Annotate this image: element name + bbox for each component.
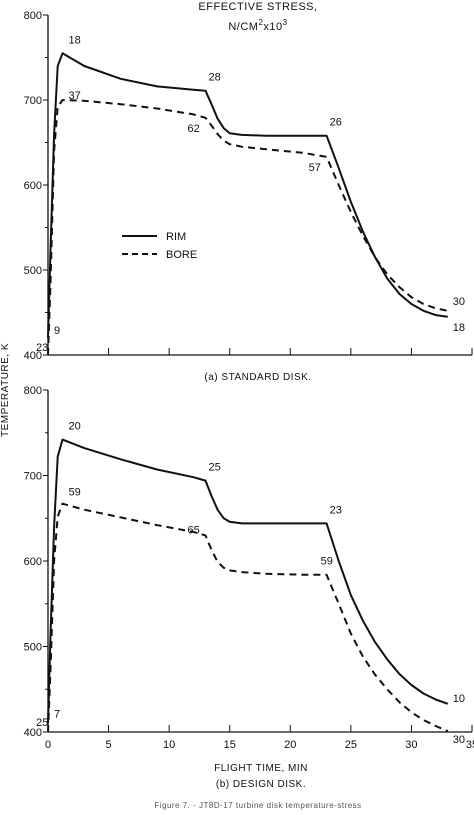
- stress-annotation-a: 18: [453, 322, 465, 334]
- stress-annotation-b: 20: [69, 421, 81, 433]
- stress-annotation-b: 65: [187, 524, 199, 536]
- stress-annotation-a: 62: [187, 123, 199, 135]
- series-bore-line-b: [47, 502, 449, 733]
- y-tick-label-b: 400: [24, 727, 42, 739]
- plot-standard-disk: 400 500 600 700 800 18 37 28 62 26 57 30 18 9 23: [24, 10, 473, 362]
- y-tick-label-b: 500: [24, 642, 42, 654]
- y-tick-label-a: 400: [24, 350, 42, 362]
- x-axis-label: FLIGHT TIME, MIN: [214, 763, 308, 774]
- stress-annotation-a: 26: [330, 117, 342, 129]
- stress-annotation-b: 30: [453, 734, 465, 746]
- x-tick-label-b: 20: [284, 739, 296, 751]
- x-tick-label-b: 0: [45, 739, 51, 751]
- legend-bore-label: BORE: [166, 249, 197, 261]
- x-tick-label-b: 25: [345, 739, 357, 751]
- y-tick-label-b: 700: [24, 471, 42, 483]
- stress-annotation-b: 23: [330, 504, 342, 516]
- stress-annotation-a: 9: [54, 325, 60, 337]
- x-tick-label-b: 15: [224, 739, 236, 751]
- y-tick-label-a: 600: [24, 180, 42, 192]
- stress-annotation-a: 18: [69, 34, 81, 46]
- x-tick-label-b: 5: [106, 739, 112, 751]
- x-tick-label-b: 30: [405, 739, 417, 751]
- plot-design-disk: 4005006007008000510152025303520592565235…: [24, 385, 474, 751]
- stress-annotation-a: 57: [309, 162, 321, 174]
- stress-annotation-a: 37: [69, 90, 81, 102]
- figure-caption: Figure 7. - JT8D-17 turbine disk tempera…: [154, 801, 361, 810]
- series-rim-line-b: [47, 438, 449, 724]
- stress-annotation-b: 7: [54, 708, 60, 720]
- caption-design-disk: (b) DESIGN DISK.: [216, 779, 306, 790]
- series-rim-line-a: [47, 52, 448, 339]
- y-axis-label: TEMPERATURE, K: [0, 343, 11, 437]
- x-tick-label-b: 35: [466, 739, 474, 751]
- legend-rim-label: RIM: [166, 231, 186, 243]
- y-tick-label-a: 800: [24, 10, 42, 22]
- stress-header-line1: EFFECTIVE STRESS,: [198, 1, 317, 13]
- legend: RIM BORE: [122, 231, 197, 261]
- stress-annotation-b: 59: [69, 487, 81, 499]
- y-tick-label-a: 700: [24, 95, 42, 107]
- x-tick-label-b: 10: [163, 739, 175, 751]
- stress-annotation-a: 23: [36, 342, 48, 354]
- stress-annotation-b: 25: [208, 462, 220, 474]
- stress-annotation-a: 30: [453, 296, 465, 308]
- stress-annotation-b: 10: [453, 693, 465, 705]
- stress-annotation-b: 25: [36, 717, 48, 729]
- y-tick-label-b: 800: [24, 385, 42, 397]
- stress-annotation-b: 59: [321, 556, 333, 568]
- stress-header-line2: N/CM2x103: [228, 18, 287, 33]
- series-bore-line-a: [47, 99, 449, 356]
- y-tick-label-a: 500: [24, 265, 42, 277]
- stress-annotation-a: 28: [208, 72, 220, 84]
- caption-standard-disk: (a) STANDARD DISK.: [204, 372, 311, 383]
- y-tick-label-b: 600: [24, 556, 42, 568]
